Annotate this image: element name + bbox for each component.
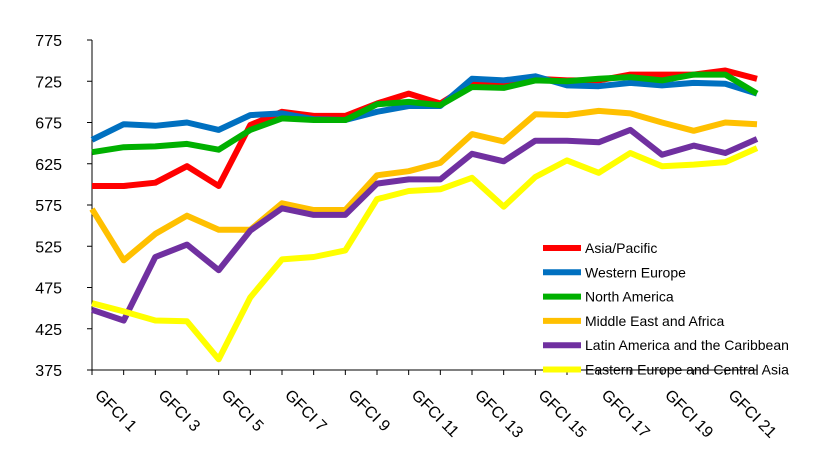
y-tick-label: 525 — [35, 239, 62, 256]
x-tick-label: GFCI 19 — [661, 387, 716, 442]
x-tick-label: GFCI 9 — [345, 387, 394, 436]
x-tick-label: GFCI 7 — [281, 387, 330, 436]
y-axis: 375 425 475 525 575 625 675 725 775 — [35, 33, 93, 380]
legend: Asia/Pacific Western Europe North America M… — [543, 240, 789, 378]
legend-label: Latin America and the Caribbean — [585, 337, 789, 353]
series-layer — [89, 67, 759, 363]
y-tick-label: 625 — [35, 157, 62, 174]
x-axis: GFCI 1 GFCI 3 GFCI 5 GFCI 7 GFCI 9 GFCI 11 GFC… — [91, 369, 780, 442]
legend-label: Asia/Pacific — [585, 240, 657, 256]
x-tick-label: GFCI 17 — [598, 387, 653, 442]
x-tick-label: GFCI 15 — [535, 387, 590, 442]
series-line-north-america — [91, 71, 759, 156]
legend-label: Eastern Europe and Central Asia — [585, 362, 789, 378]
legend-label: Western Europe — [585, 264, 686, 280]
x-tick-label: GFCI 21 — [725, 387, 780, 442]
x-tick-label: GFCI 5 — [218, 387, 267, 436]
legend-label: Middle East and Africa — [585, 313, 725, 329]
series-line-middle-east-and-africa — [89, 107, 758, 264]
x-tick-label: GFCI 11 — [408, 387, 462, 441]
series-line-eastern-europe-and-central-asia — [91, 145, 759, 363]
y-tick-label: 575 — [35, 198, 62, 215]
y-tick-label: 475 — [35, 281, 62, 298]
y-tick-label: 375 — [35, 363, 62, 380]
y-tick-label: 775 — [35, 33, 62, 50]
x-tick-label: GFCI 3 — [155, 387, 204, 436]
y-tick-label: 675 — [35, 116, 62, 133]
x-tick-label: GFCI 13 — [471, 387, 526, 442]
legend-label: North America — [585, 289, 674, 305]
y-tick-label: 725 — [35, 74, 62, 91]
series-line-latin-america-and-the-caribbean — [91, 126, 759, 324]
x-tick-label: GFCI 1 — [91, 387, 140, 436]
series-line-western-europe — [90, 73, 758, 143]
series-line-asia-pacific — [92, 67, 758, 189]
y-tick-label: 425 — [35, 322, 62, 339]
